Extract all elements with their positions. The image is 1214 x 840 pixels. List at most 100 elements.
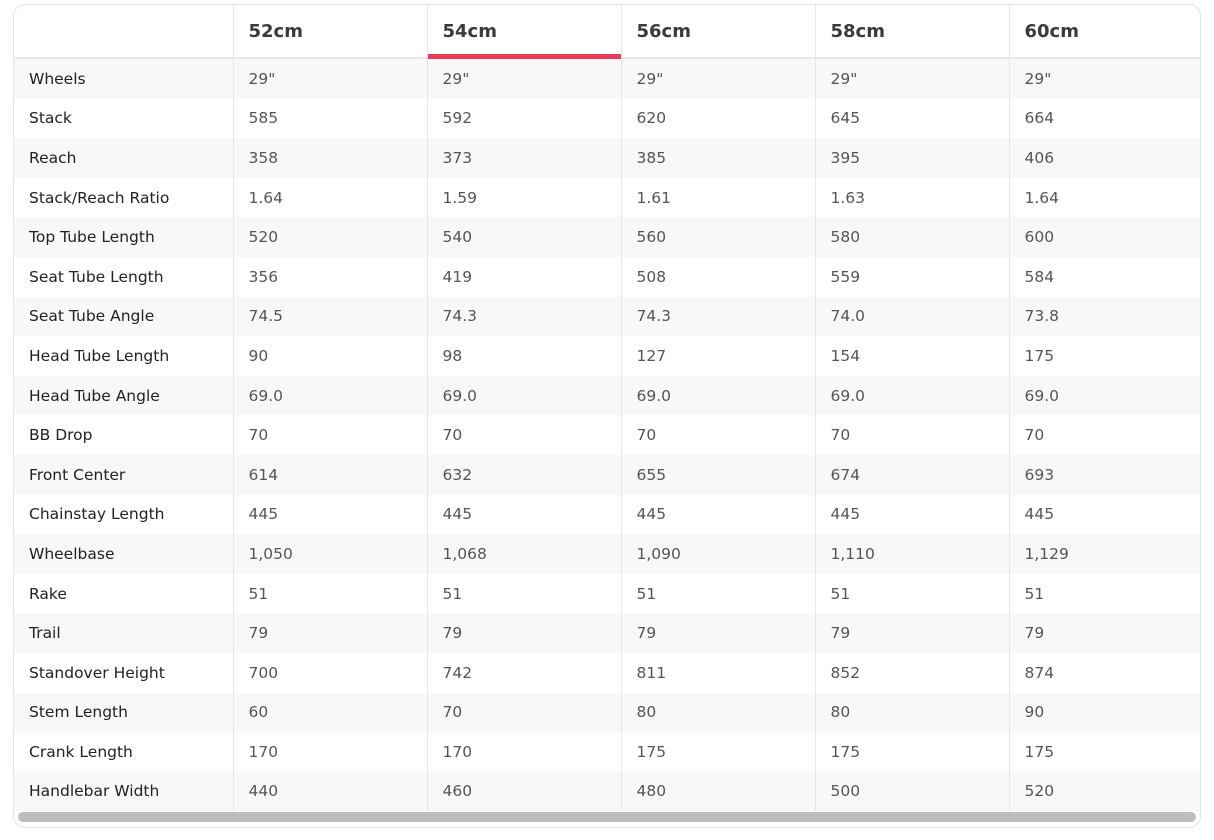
table-cell: 79 bbox=[426, 613, 621, 653]
size-column-header[interactable]: 52cm bbox=[232, 5, 427, 59]
table-cell: 645 bbox=[814, 98, 1009, 139]
table-cell: 69.0 bbox=[620, 375, 815, 416]
table-cell: 600 bbox=[1008, 217, 1200, 257]
table-row: Head Tube Angle 69.0 69.0 69.0 69.0 69.0 bbox=[14, 375, 1200, 416]
table-cell: 74.0 bbox=[814, 296, 1009, 337]
row-label: Rake bbox=[29, 584, 67, 603]
table-cell: 580 bbox=[814, 217, 1009, 257]
geometry-table-container: 52cm 54cm 56cm 58cm 60cm Wheels 29" 29" 29" 29" 2… bbox=[13, 4, 1201, 828]
table-cell: 74.3 bbox=[620, 296, 815, 337]
row-label: Front Center bbox=[14, 454, 233, 495]
table-cell: 500 bbox=[814, 771, 1009, 812]
size-column-header[interactable]: 54cm bbox=[426, 5, 621, 59]
table-cell: 70 bbox=[814, 415, 1009, 455]
horizontal-scrollbar[interactable] bbox=[18, 812, 1196, 822]
table-cell: 69.0 bbox=[232, 375, 427, 416]
table-cell: 79 bbox=[1008, 613, 1200, 653]
row-label: Seat Tube Length bbox=[29, 267, 164, 286]
table-cell: 632 bbox=[426, 454, 621, 495]
table-cell: 1,129 bbox=[1008, 534, 1200, 574]
table-row: Seat Tube Angle 74.5 74.3 74.3 74.0 73.8 bbox=[14, 296, 1200, 337]
table-cell: 69.0 bbox=[814, 375, 1009, 416]
table-row: Crank Length 170 170 175 175 175 bbox=[14, 732, 1200, 772]
table-cell: 170 bbox=[426, 732, 621, 772]
table-row: Seat Tube Length 356 419 508 559 584 bbox=[14, 256, 1200, 297]
table-row: Handlebar Width 440 460 480 500 520 bbox=[14, 771, 1200, 812]
table-row: Front Center 614 632 655 674 693 bbox=[14, 454, 1200, 495]
table-cell: 406 bbox=[1008, 138, 1200, 178]
table-cell: 69.0 bbox=[426, 375, 621, 416]
table-cell: 79 bbox=[232, 613, 427, 653]
row-label: Top Tube Length bbox=[14, 217, 233, 257]
row-label: Seat Tube Angle bbox=[14, 296, 233, 337]
table-cell: 79 bbox=[814, 613, 1009, 653]
table-cell: 73.8 bbox=[1008, 296, 1200, 337]
table-cell: 445 bbox=[232, 494, 427, 535]
row-label: Head Tube Angle bbox=[14, 375, 233, 416]
table-cell: 51 bbox=[814, 573, 1009, 614]
table-cell: 874 bbox=[1008, 652, 1200, 693]
table-cell: 69.0 bbox=[1008, 375, 1200, 416]
table-cell: 70 bbox=[620, 415, 815, 455]
table-cell: 74.5 bbox=[232, 296, 427, 337]
table-cell: 175 bbox=[1008, 732, 1200, 772]
size-column-header[interactable]: 58cm bbox=[814, 5, 1009, 59]
table-row: BB Drop 70 70 70 70 70 bbox=[14, 415, 1200, 455]
table-cell: 585 bbox=[232, 98, 427, 139]
table-cell: 693 bbox=[1008, 454, 1200, 495]
table-cell: 1,050 bbox=[232, 534, 427, 574]
table-cell: 540 bbox=[426, 217, 621, 257]
table-cell: 29" bbox=[814, 58, 1009, 99]
table-cell: 460 bbox=[426, 771, 621, 812]
row-label: BB Drop bbox=[29, 426, 93, 445]
table-row: Stack 585 592 620 645 664 bbox=[14, 98, 1200, 139]
table-cell: 620 bbox=[620, 98, 815, 139]
table-cell: 356 bbox=[232, 256, 427, 297]
table-cell: 70 bbox=[1008, 415, 1200, 455]
table-cell: 742 bbox=[426, 652, 621, 693]
table-cell: 29" bbox=[232, 58, 427, 99]
row-label: Stack/Reach Ratio bbox=[29, 188, 170, 207]
row-label: Trail bbox=[14, 613, 233, 653]
table-cell: 80 bbox=[620, 692, 815, 733]
table-row: Standover Height 700 742 811 852 874 bbox=[14, 652, 1200, 693]
size-column-header[interactable]: 60cm bbox=[1008, 5, 1200, 59]
table-cell: 520 bbox=[232, 217, 427, 257]
table-row: Stem Length 60 70 80 80 90 bbox=[14, 692, 1200, 733]
table-cell: 80 bbox=[814, 692, 1009, 733]
table-cell: 419 bbox=[426, 256, 621, 297]
row-label: Chainstay Length bbox=[29, 505, 165, 524]
table-cell: 29" bbox=[620, 58, 815, 99]
table-cell: 614 bbox=[232, 454, 427, 495]
table-cell: 674 bbox=[814, 454, 1009, 495]
table-cell: 1.63 bbox=[814, 177, 1009, 218]
table-cell: 385 bbox=[620, 138, 815, 178]
table-cell: 445 bbox=[620, 494, 815, 535]
row-label: Standover Height bbox=[29, 663, 165, 682]
row-label: Stack bbox=[29, 109, 72, 128]
table-cell: 70 bbox=[426, 692, 621, 733]
table-cell: 29" bbox=[426, 58, 621, 99]
table-row: Wheelbase 1,050 1,068 1,090 1,110 1,129 bbox=[14, 534, 1200, 574]
table-cell: 395 bbox=[814, 138, 1009, 178]
table-cell: 592 bbox=[426, 98, 621, 139]
table-cell: 1,110 bbox=[814, 534, 1009, 574]
size-column-header[interactable]: 56cm bbox=[620, 5, 815, 59]
table-cell: 51 bbox=[426, 573, 621, 614]
table-cell: 480 bbox=[620, 771, 815, 812]
table-cell: 70 bbox=[232, 415, 427, 455]
row-label: Wheels bbox=[14, 58, 233, 99]
table-row: Reach 358 373 385 395 406 bbox=[14, 138, 1200, 178]
table-row: Head Tube Length 90 98 127 154 175 bbox=[14, 336, 1200, 376]
table-cell: 664 bbox=[1008, 98, 1200, 139]
table-cell: 1.59 bbox=[426, 177, 621, 218]
row-label: Stem Length bbox=[14, 692, 233, 733]
table-cell: 508 bbox=[620, 256, 815, 297]
row-label: Reach bbox=[14, 138, 233, 178]
table-cell: 60 bbox=[232, 692, 427, 733]
table-row: Trail 79 79 79 79 79 bbox=[14, 613, 1200, 653]
table-cell: 90 bbox=[232, 336, 427, 376]
table-row: Chainstay Length 445 445 445 445 445 bbox=[14, 494, 1200, 535]
table-cell: 29" bbox=[1008, 58, 1200, 99]
table-cell: 79 bbox=[620, 613, 815, 653]
